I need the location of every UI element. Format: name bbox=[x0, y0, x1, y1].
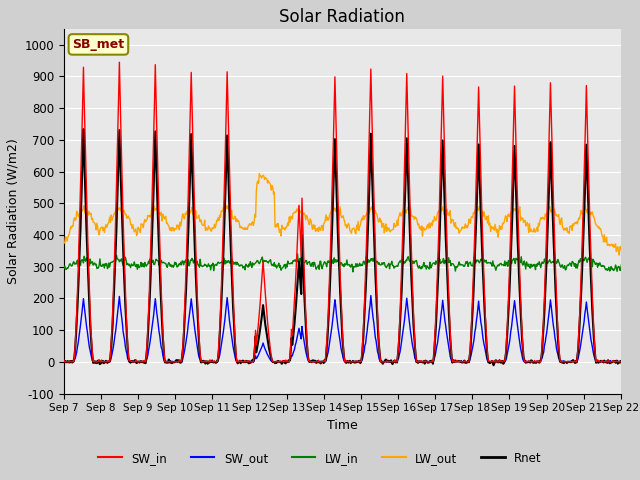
LW_out bbox=[255, 171, 263, 177]
SW_in bbox=[285, 359, 292, 364]
LW_out bbox=[284, 220, 292, 226]
SW_out bbox=[283, 358, 291, 364]
Line: LW_in: LW_in bbox=[64, 254, 638, 272]
SW_out bbox=[262, 347, 269, 353]
SW_in bbox=[60, 358, 68, 363]
Rnet bbox=[444, 272, 451, 277]
SW_in bbox=[444, 271, 452, 276]
LW_in bbox=[283, 264, 291, 270]
LW_in bbox=[233, 259, 241, 265]
SW_out bbox=[634, 358, 640, 364]
LW_in bbox=[411, 258, 419, 264]
Rnet bbox=[634, 359, 640, 365]
Rnet bbox=[234, 360, 241, 366]
Rnet bbox=[128, 359, 136, 364]
LW_in bbox=[127, 261, 135, 267]
SW_out bbox=[127, 359, 135, 365]
Line: SW_in: SW_in bbox=[64, 62, 638, 362]
SW_in bbox=[263, 310, 271, 315]
SW_in bbox=[412, 352, 420, 358]
Line: LW_out: LW_out bbox=[64, 174, 638, 255]
SW_in bbox=[129, 359, 137, 365]
LW_out bbox=[634, 245, 640, 251]
LW_in bbox=[444, 258, 451, 264]
SW_in bbox=[61, 359, 68, 365]
Rnet bbox=[411, 345, 419, 350]
SW_out bbox=[444, 334, 451, 339]
LW_out bbox=[444, 206, 451, 212]
LW_in bbox=[294, 251, 301, 257]
Rnet bbox=[79, 126, 87, 132]
SW_in bbox=[116, 60, 124, 65]
Text: SB_met: SB_met bbox=[72, 38, 124, 51]
X-axis label: Time: Time bbox=[327, 419, 358, 432]
Legend: SW_in, SW_out, LW_in, LW_out, Rnet: SW_in, SW_out, LW_in, LW_out, Rnet bbox=[93, 447, 547, 469]
Rnet bbox=[60, 360, 68, 365]
Line: Rnet: Rnet bbox=[64, 129, 638, 365]
Y-axis label: Solar Radiation (W/m2): Solar Radiation (W/m2) bbox=[6, 138, 19, 284]
LW_out bbox=[60, 240, 68, 246]
SW_out bbox=[233, 359, 241, 365]
LW_out bbox=[616, 252, 623, 258]
LW_out bbox=[127, 221, 135, 227]
LW_out bbox=[233, 216, 241, 222]
LW_in bbox=[262, 259, 269, 264]
Line: SW_out: SW_out bbox=[64, 296, 638, 362]
SW_in bbox=[234, 359, 242, 365]
SW_out bbox=[60, 359, 68, 365]
SW_out bbox=[411, 356, 419, 361]
Rnet bbox=[284, 359, 292, 364]
Rnet bbox=[262, 327, 270, 333]
Title: Solar Radiation: Solar Radiation bbox=[280, 8, 405, 26]
LW_in bbox=[634, 262, 640, 267]
SW_out bbox=[367, 293, 374, 299]
LW_out bbox=[262, 176, 270, 181]
LW_in bbox=[60, 265, 68, 271]
Rnet bbox=[490, 362, 497, 368]
LW_out bbox=[411, 214, 419, 220]
SW_in bbox=[634, 359, 640, 365]
LW_in bbox=[626, 269, 634, 275]
